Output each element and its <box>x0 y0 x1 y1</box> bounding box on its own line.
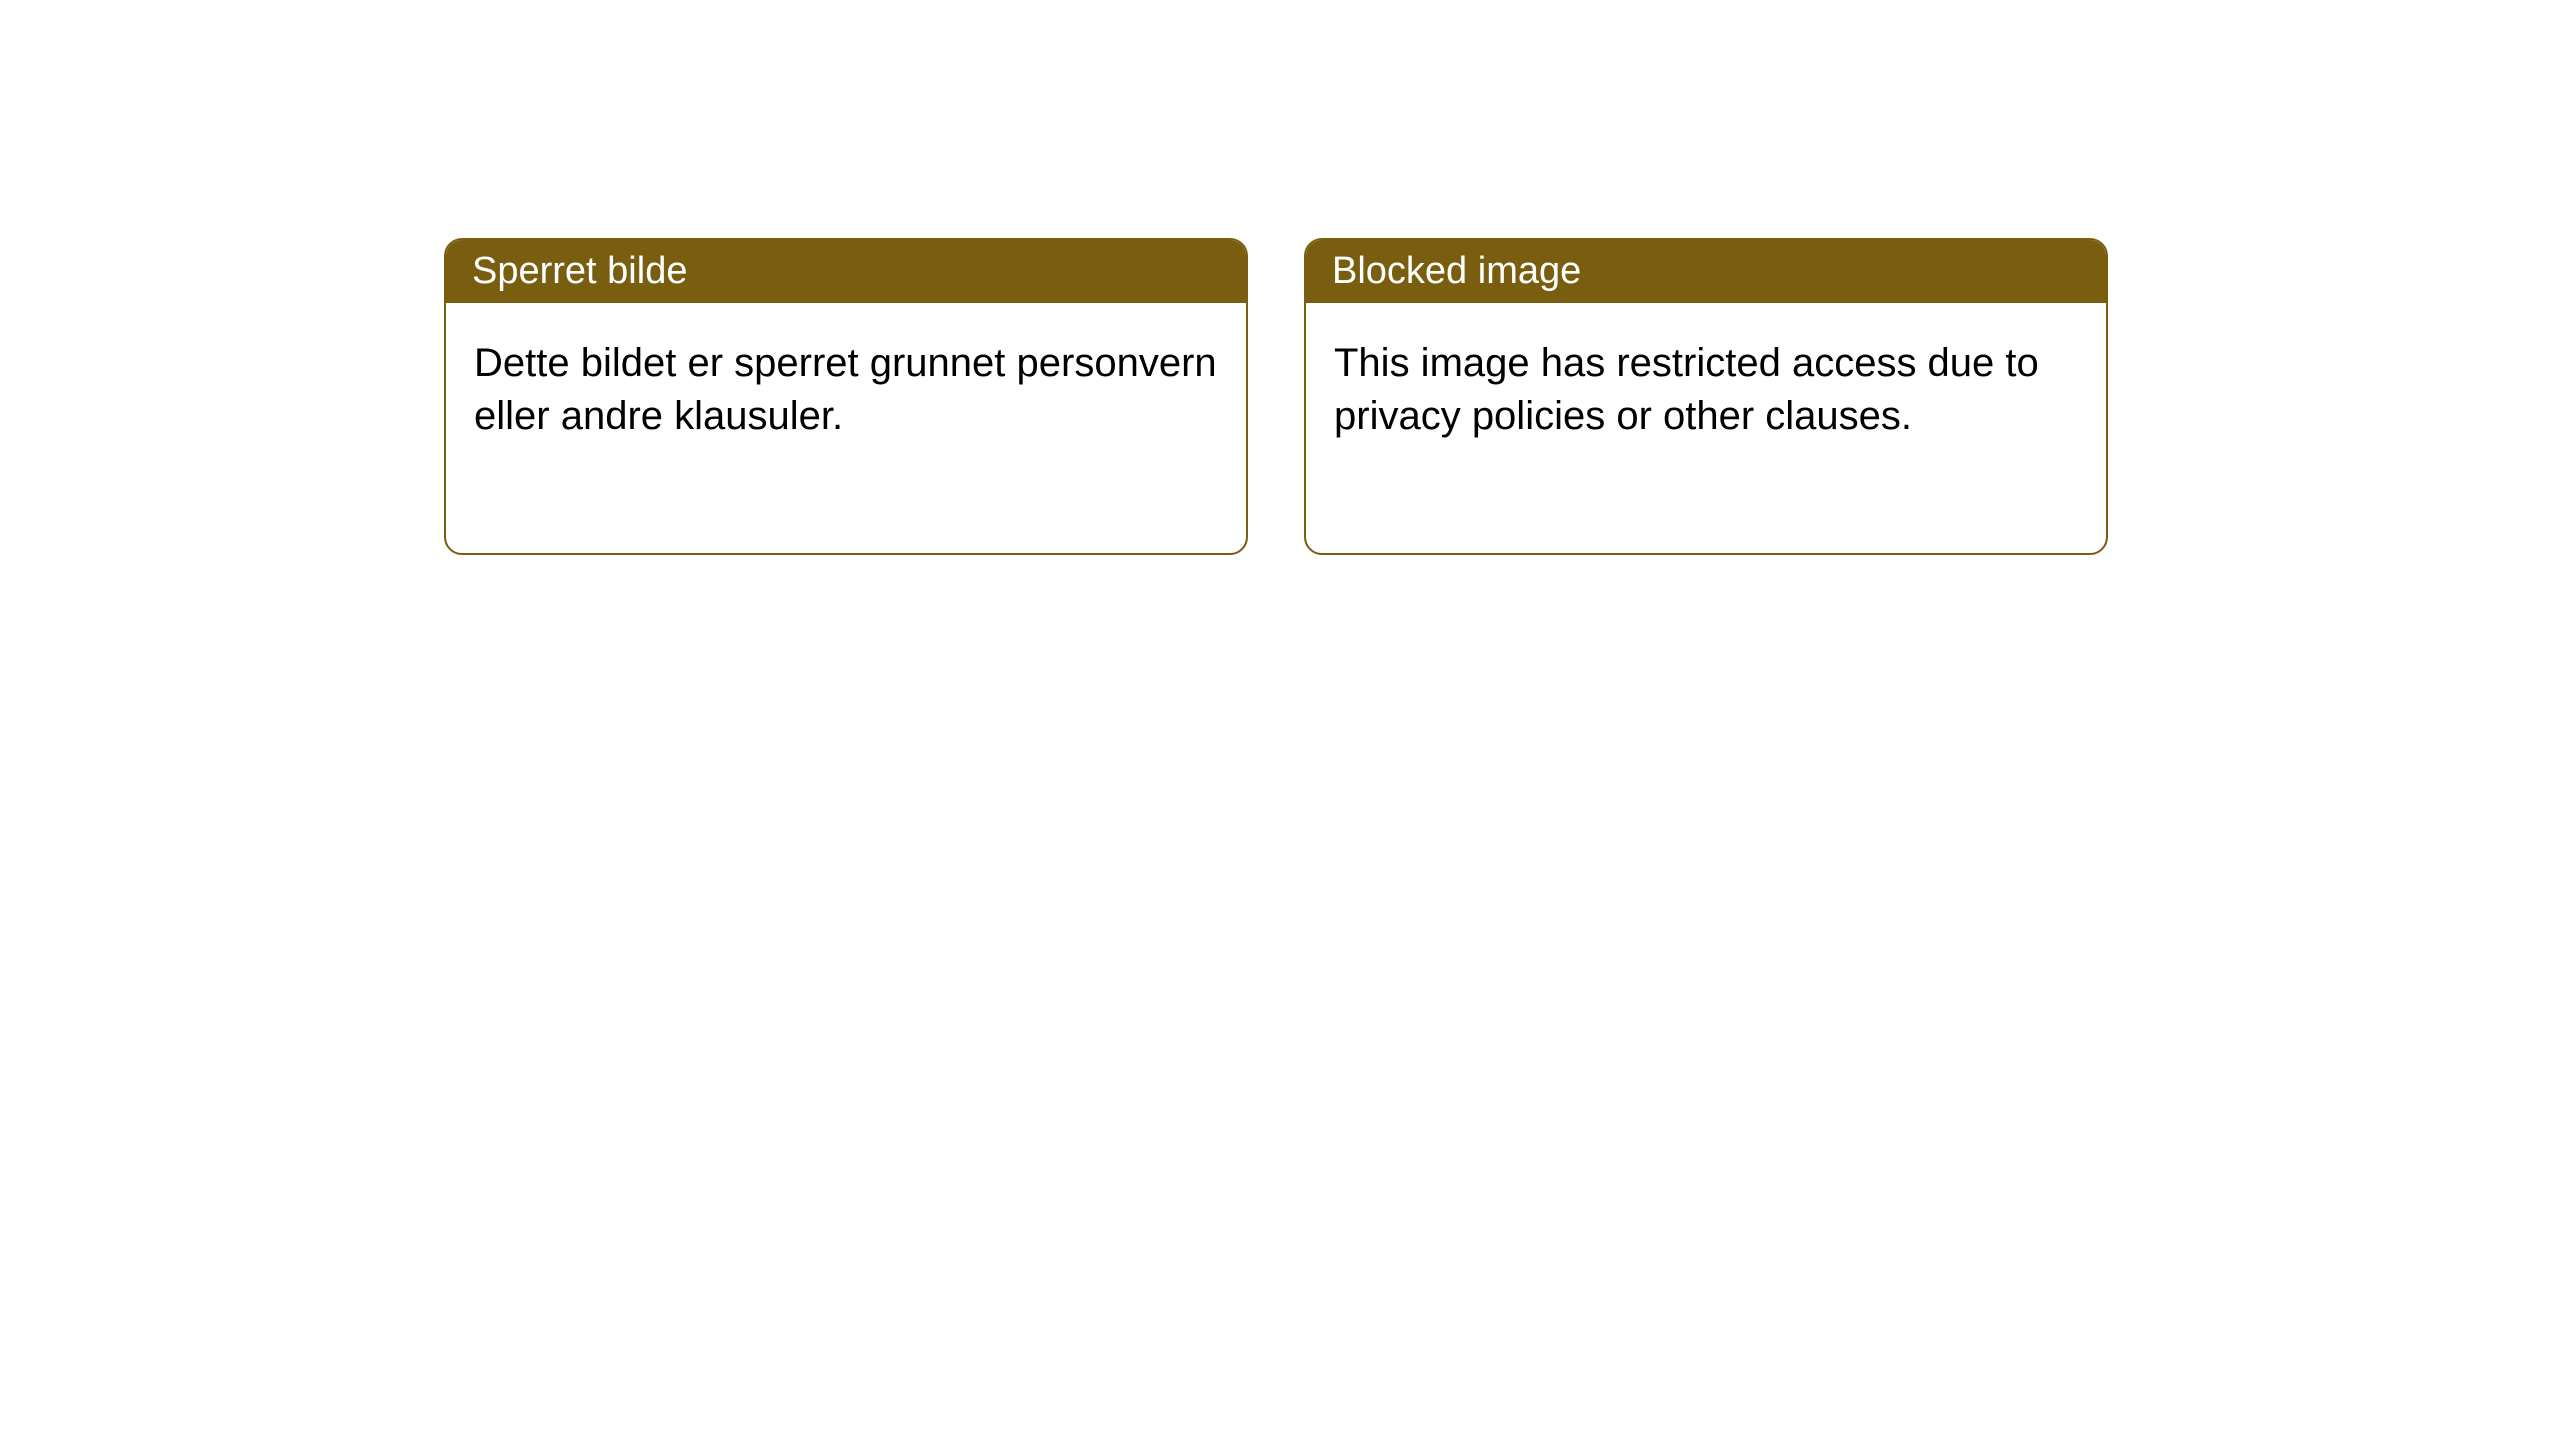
card-body-text: Dette bildet er sperret grunnet personve… <box>474 341 1217 438</box>
blocked-image-card-norwegian: Sperret bilde Dette bildet er sperret gr… <box>444 238 1248 555</box>
blocked-image-card-english: Blocked image This image has restricted … <box>1304 238 2108 555</box>
card-title: Sperret bilde <box>472 250 687 292</box>
card-body: This image has restricted access due to … <box>1306 303 2106 553</box>
card-title: Blocked image <box>1332 250 1581 292</box>
card-header: Sperret bilde <box>446 240 1246 303</box>
card-body: Dette bildet er sperret grunnet personve… <box>446 303 1246 553</box>
card-body-text: This image has restricted access due to … <box>1334 341 2039 438</box>
notice-cards-container: Sperret bilde Dette bildet er sperret gr… <box>444 238 2108 555</box>
card-header: Blocked image <box>1306 240 2106 303</box>
